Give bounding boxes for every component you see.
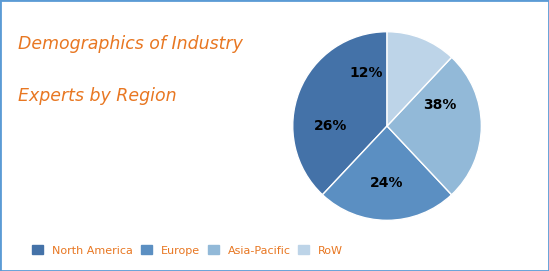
Text: Demographics of Industry: Demographics of Industry — [18, 35, 243, 53]
Text: Experts by Region: Experts by Region — [18, 87, 176, 105]
Wedge shape — [387, 57, 481, 195]
Legend: North America, Europe, Asia-Pacific, RoW: North America, Europe, Asia-Pacific, RoW — [27, 241, 348, 260]
Text: 38%: 38% — [423, 98, 456, 112]
Wedge shape — [293, 32, 387, 195]
Text: 12%: 12% — [350, 66, 383, 80]
Text: 26%: 26% — [314, 119, 347, 133]
Wedge shape — [387, 32, 452, 126]
Wedge shape — [322, 126, 452, 220]
Text: 24%: 24% — [370, 176, 404, 190]
